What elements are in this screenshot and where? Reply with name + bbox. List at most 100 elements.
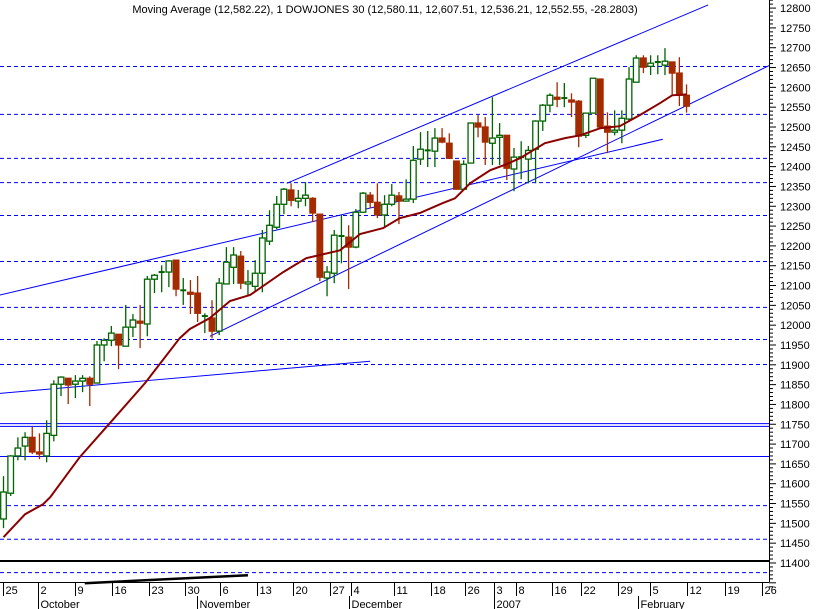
- x-tick-label: 13: [260, 585, 272, 597]
- candle-body: [546, 94, 554, 106]
- candle-body: [14, 447, 22, 457]
- y-tick-label: 12750: [780, 23, 811, 35]
- candle-body: [532, 120, 540, 150]
- candle: [467, 122, 475, 164]
- candle-body: [582, 112, 590, 136]
- candle-body: [122, 326, 130, 347]
- candle: [453, 160, 460, 190]
- candle-body: [316, 213, 324, 278]
- y-tick-label: 12400: [780, 162, 811, 174]
- candle: [345, 225, 353, 290]
- candle-body: [381, 203, 389, 216]
- candle: [129, 314, 137, 338]
- y-tick-label: 12150: [780, 261, 811, 273]
- candle-body: [668, 61, 676, 74]
- y-tick-label: 11600: [780, 479, 810, 491]
- candle: [654, 55, 661, 75]
- y-tick-label: 12600: [780, 82, 811, 94]
- candle: [402, 179, 410, 202]
- candle: [100, 338, 108, 362]
- x-tick-label: 9: [78, 585, 84, 597]
- candle-body: [93, 344, 101, 384]
- candle: [683, 84, 690, 113]
- candle-body: [661, 60, 669, 66]
- candle: [215, 278, 223, 336]
- candle: [115, 333, 122, 370]
- candle: [675, 57, 683, 106]
- x-tick-label: 29: [621, 585, 633, 597]
- trend-line-mid-trend: [0, 138, 663, 296]
- candle-body: [302, 194, 309, 199]
- y-tick-label: 11700: [780, 439, 810, 451]
- candle: [445, 133, 453, 160]
- x-tick-label: 12: [690, 585, 702, 597]
- candle-body: [632, 57, 640, 83]
- candle: [180, 278, 187, 305]
- trend-lines: [0, 4, 771, 585]
- candle: [136, 304, 144, 349]
- candle: [79, 375, 87, 393]
- candle-body: [230, 254, 238, 268]
- candle-body: [417, 148, 424, 160]
- moving-average-line: [2, 93, 687, 538]
- y-tick-label: 12350: [780, 181, 811, 193]
- candle: [409, 146, 417, 204]
- y-tick-label: 12200: [780, 241, 811, 253]
- candle-body: [453, 160, 460, 190]
- candle: [258, 230, 266, 293]
- candle: [71, 375, 79, 399]
- candle: [237, 251, 245, 290]
- candle: [460, 160, 468, 191]
- candle: [488, 97, 496, 166]
- x-tick-label: 16: [555, 585, 567, 597]
- y-tick-label: 11450: [780, 538, 810, 550]
- candle-body: [604, 125, 611, 133]
- x-axis: 25 2 9 16 23 30 6 13 20 27 4 11 18 26 3 8 16 22 29 5 12 19 26O…: [0, 582, 777, 609]
- candle: [93, 341, 101, 384]
- candle: [158, 265, 165, 293]
- x-tick-label: 4: [354, 585, 360, 597]
- candle: [388, 184, 396, 207]
- candle: [417, 132, 424, 166]
- candle: [546, 93, 554, 113]
- candle-body: [100, 339, 108, 346]
- y-tick-label: 12550: [780, 102, 811, 114]
- candle: [481, 117, 489, 166]
- candle-body: [107, 332, 115, 341]
- candle-body: [215, 282, 223, 332]
- candle-body: [474, 122, 482, 128]
- candle: [632, 55, 640, 83]
- candle-body: [639, 57, 647, 68]
- candle: [589, 77, 597, 114]
- y-tick-label: 12700: [780, 43, 811, 55]
- month-label: 2007: [497, 599, 521, 609]
- candle-body: [460, 163, 468, 190]
- y-tick-label: 11550: [780, 499, 810, 511]
- candle-body: [575, 100, 583, 137]
- candle-body: [309, 197, 317, 214]
- candle-body: [222, 261, 230, 285]
- candle-body: [402, 198, 410, 202]
- x-tick-label: 20: [296, 585, 308, 597]
- candle-body: [172, 259, 180, 290]
- candle-body: [287, 189, 295, 201]
- candle-body: [294, 197, 302, 202]
- candle: [330, 230, 338, 284]
- candle-body: [647, 62, 655, 67]
- candle: [7, 455, 15, 496]
- candle: [647, 55, 655, 76]
- candle: [151, 274, 158, 294]
- candle: [194, 276, 202, 322]
- candle-body: [151, 274, 158, 280]
- x-tick-label: 25: [6, 585, 18, 597]
- x-tick-label: 22: [584, 585, 596, 597]
- candle: [143, 276, 151, 337]
- y-tick-label: 11800: [780, 399, 810, 411]
- y-axis: 11400 11450 11500 11550 11600 11650 11700 11750…: [769, 0, 811, 588]
- candle: [107, 325, 115, 347]
- candle-body: [36, 451, 43, 455]
- candle: [503, 134, 511, 181]
- y-tick-label: 12050: [780, 300, 811, 312]
- x-tick-label: 2: [41, 585, 47, 597]
- candle-body: [330, 234, 338, 274]
